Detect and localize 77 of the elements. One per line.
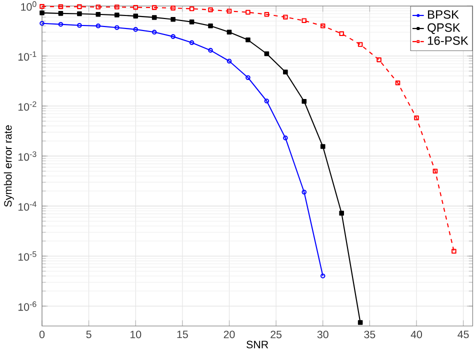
point [320,24,326,28]
y-tick-label: 10$^{-1}$ [18,51,36,61]
point [133,4,138,10]
point [152,5,157,10]
y-tick-label: 10$^{-5}$ [18,251,36,261]
point [226,58,232,64]
point [208,48,213,53]
point [40,4,44,9]
point [226,30,232,35]
point [58,11,64,16]
x-tick-label: 5 [86,330,92,338]
point [170,34,176,39]
point [246,38,250,42]
point [152,15,157,20]
point [320,144,326,149]
point [452,248,456,254]
point [114,12,120,18]
point [58,22,64,27]
point [432,168,438,174]
x-axis-title: SNR [246,340,268,348]
point [226,8,232,14]
point [40,10,44,16]
point [133,14,138,18]
y-axis-title: Symbol error rate [4,125,14,207]
point [283,14,288,20]
point [208,7,213,12]
point [302,190,307,195]
legend-label: QPSK [428,23,460,34]
point [339,210,344,216]
point [77,22,82,28]
x-tick-label: 30 [317,330,328,338]
x-tick-label: 15 [177,330,188,338]
point [96,4,101,10]
x-tick-label: 40 [410,330,422,338]
point [96,12,101,17]
point [283,136,288,140]
point [114,4,120,10]
legend-label: 16-PSK [428,36,468,45]
point [264,12,270,17]
point [77,4,82,10]
point [246,75,250,80]
point [58,4,64,10]
point [302,18,307,24]
point [395,80,400,86]
point [133,27,138,32]
legend-label: BPSK [428,10,459,19]
point [358,320,363,325]
y-tick-label: 10$^{0}$ [21,1,36,11]
x-tick-label: 0 [39,330,45,338]
point [246,10,250,15]
x-tick-label: 10 [130,330,142,338]
point [376,57,382,62]
point [414,115,419,120]
point [208,24,213,28]
y-tick-label: 10$^{-6}$ [18,301,36,311]
point [170,6,176,10]
point [302,98,307,104]
point [170,16,176,22]
point [264,98,270,104]
x-tick-label: 45 [458,330,469,338]
point [96,24,101,28]
point [189,6,194,12]
point [358,42,363,47]
x-tick-label: 25 [270,330,282,338]
point [114,25,120,30]
point [283,70,288,74]
y-tick-label: 10$^{-3}$ [18,151,36,161]
point [339,31,344,36]
x-tick-label: 35 [364,330,376,338]
point [189,20,194,24]
x-tick-label: 20 [224,330,235,338]
y-tick-label: 10$^{-4}$ [18,201,36,211]
point [152,30,157,35]
point [189,40,194,46]
y-tick-label: 10$^{-2}$ [18,101,36,111]
point [264,51,270,56]
point [77,11,82,16]
